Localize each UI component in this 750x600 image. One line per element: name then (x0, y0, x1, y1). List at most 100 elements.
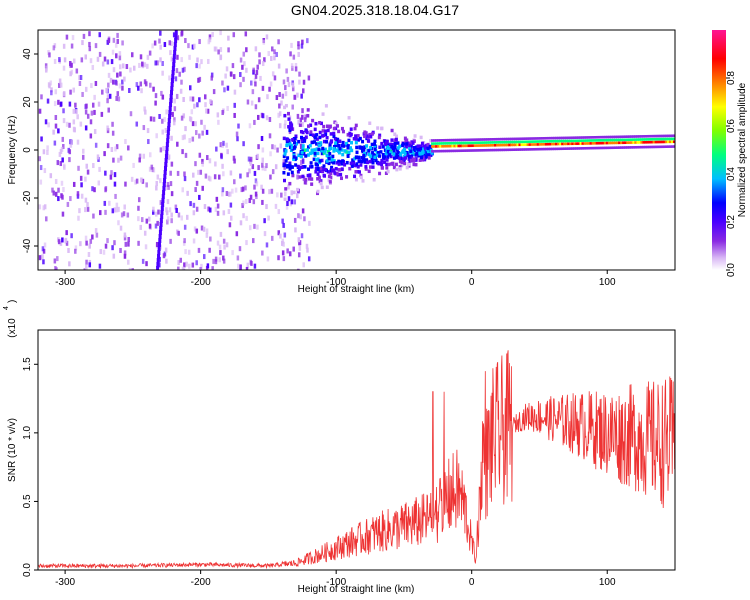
heatmap-cell (171, 74, 175, 79)
heatmap-cell (292, 54, 296, 60)
heatmap-cell (159, 178, 162, 184)
heatmap-cell (309, 130, 313, 134)
heatmap-cell (465, 144, 469, 148)
heatmap-cell (118, 55, 122, 61)
heatmap-cell (127, 145, 130, 151)
heatmap-cell (449, 144, 452, 148)
heatmap-cell (577, 136, 581, 139)
heatmap-cell (591, 142, 595, 145)
heatmap-cell (465, 149, 469, 152)
heatmap-cell (286, 156, 290, 160)
heatmap-cell (98, 263, 102, 269)
heatmap-cell (170, 212, 173, 218)
heatmap-cell (571, 139, 574, 143)
heatmap-cell (165, 207, 168, 213)
heatmap-cell (163, 178, 167, 183)
heatmap-cell (91, 186, 94, 192)
heatmap-cell (300, 233, 304, 239)
heatmap-cell (278, 103, 281, 109)
heatmap-cell (303, 165, 307, 169)
heatmap-cell (283, 113, 287, 118)
heatmap-cell (546, 136, 550, 140)
heatmap-cell (298, 240, 301, 246)
heatmap-cell (559, 139, 562, 143)
heatmap-cell (182, 97, 185, 103)
heatmap-cell (221, 80, 224, 86)
heatmap-cell (307, 124, 311, 128)
heatmap-cell (350, 140, 354, 145)
heatmap-cell (145, 218, 149, 224)
heatmap-cell (559, 136, 562, 140)
heatmap-cell (380, 141, 384, 146)
heatmap-cell (451, 144, 454, 148)
heatmap-cell (587, 139, 591, 142)
heatmap-cell (226, 149, 229, 155)
y-tick-label: 0 (22, 147, 33, 153)
heatmap-cell (632, 146, 635, 149)
heatmap-cell (325, 140, 329, 144)
heatmap-cell (214, 259, 218, 265)
heatmap-cell (222, 255, 225, 261)
heatmap-cell (638, 145, 642, 149)
heatmap-cell (654, 134, 658, 138)
heatmap-cell (91, 234, 94, 240)
heatmap-cell (559, 142, 562, 146)
heatmap-cell (333, 171, 337, 175)
heatmap-cell (477, 138, 481, 141)
heatmap-cell (75, 109, 78, 115)
heatmap-cell (114, 42, 118, 48)
heatmap-cell (46, 149, 49, 155)
heatmap-cell (510, 148, 513, 152)
heatmap-cell (447, 138, 450, 142)
heatmap-cell (369, 154, 373, 158)
heatmap-cell (254, 73, 258, 79)
heatmap-cell (333, 136, 337, 141)
heatmap-cell (583, 142, 587, 145)
heatmap-cell (538, 147, 542, 151)
heatmap-cell (172, 120, 176, 126)
heatmap-cell (435, 149, 438, 153)
heatmap-cell (277, 255, 280, 261)
heatmap-cell (465, 138, 469, 142)
heatmap-cell (514, 137, 517, 141)
heatmap-cell (540, 140, 544, 143)
heatmap-cell (314, 170, 318, 174)
heatmap-cell (356, 165, 360, 169)
heatmap-cell (41, 246, 45, 252)
heatmap-cell (106, 128, 110, 134)
heatmap-cell (441, 149, 444, 153)
heatmap-cell (175, 207, 178, 213)
heatmap-cell (205, 228, 209, 234)
heatmap-cell (84, 86, 88, 92)
heatmap-cell (362, 132, 366, 136)
heatmap-cell (205, 232, 209, 238)
heatmap-cell (106, 98, 109, 104)
heatmap-cell (477, 141, 481, 144)
heatmap-cell (38, 108, 42, 114)
heatmap-cell (349, 132, 353, 137)
heatmap-cell (332, 161, 336, 165)
heatmap-cell (290, 123, 294, 127)
heatmap-cell (88, 31, 91, 37)
heatmap-cell (270, 188, 274, 194)
heatmap-cell (311, 140, 315, 145)
heatmap-cell (471, 149, 475, 152)
heatmap-cell (156, 266, 160, 270)
heatmap-cell (303, 180, 307, 185)
heatmap-cell (144, 244, 148, 250)
heatmap-cell (244, 185, 247, 191)
heatmap-cell (127, 236, 130, 242)
heatmap-cell (349, 146, 353, 150)
heatmap-cell (38, 156, 42, 162)
heatmap-cell (290, 199, 294, 205)
heatmap-cell (191, 262, 195, 268)
heatmap-cell (498, 137, 501, 141)
heatmap-cell (417, 154, 421, 158)
heatmap-cell (328, 142, 332, 146)
heatmap-cell (63, 164, 66, 170)
colorbar: 0.00.20.40.60.8 Normalized spectral ampl… (712, 30, 748, 277)
heatmap-cell (72, 119, 76, 125)
heatmap-cell (153, 40, 157, 46)
heatmap-cell (296, 174, 299, 180)
heatmap-cell (146, 63, 149, 69)
